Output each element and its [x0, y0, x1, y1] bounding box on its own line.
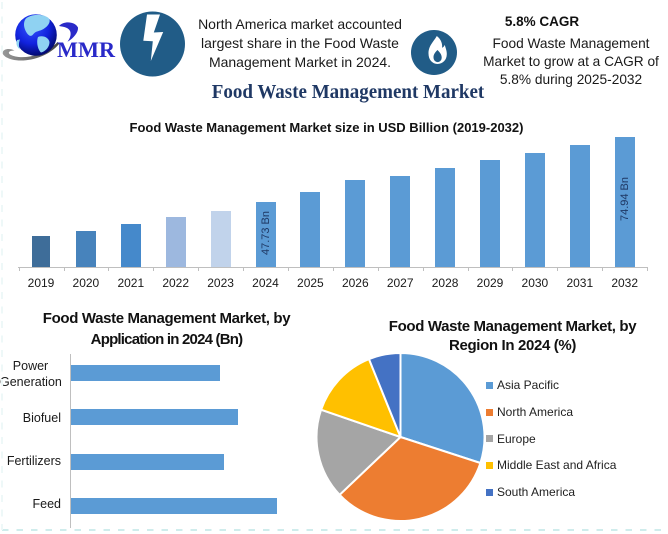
- svg-text:MMR: MMR: [57, 37, 116, 62]
